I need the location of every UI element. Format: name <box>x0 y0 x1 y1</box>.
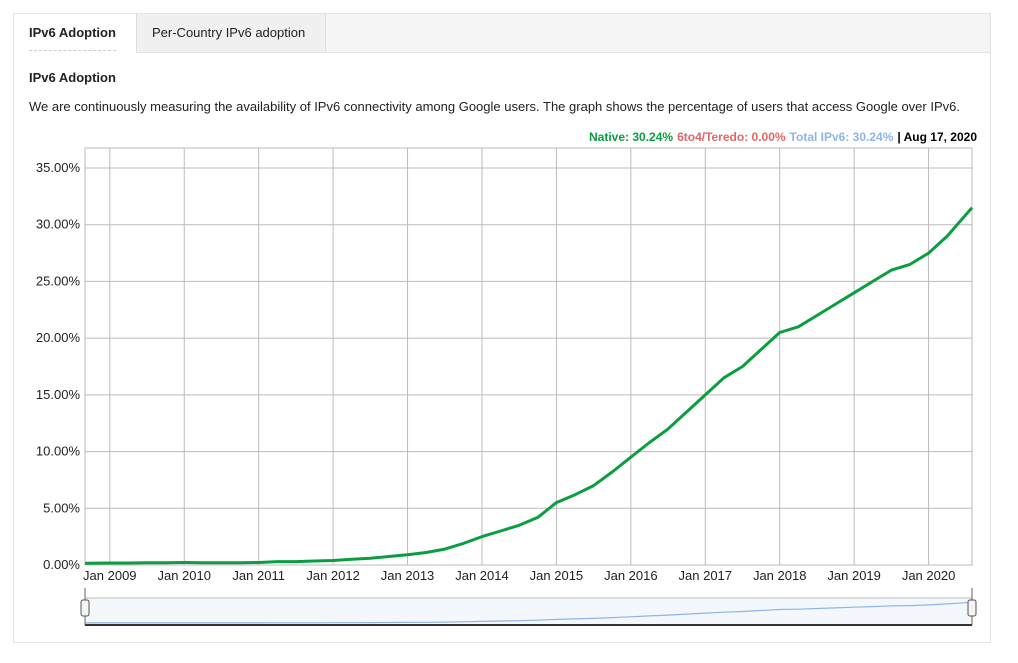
x-tick-label: Jan 2012 <box>306 568 360 583</box>
description: We are continuously measuring the availa… <box>29 99 960 114</box>
x-tick-label: Jan 2019 <box>827 568 881 583</box>
navigator-handle[interactable] <box>80 599 90 617</box>
x-tick-label: Jan 2010 <box>157 568 211 583</box>
y-tick-label: 10.00% <box>36 444 81 459</box>
legend-entry: | Aug 17, 2020 <box>897 130 977 144</box>
y-tick-label: 25.00% <box>36 273 81 288</box>
x-tick-label: Jan 2018 <box>753 568 807 583</box>
navigator-handle[interactable] <box>967 599 977 617</box>
legend: Native: 30.24% 6to4/Teredo: 0.00% Total IP… <box>585 130 977 144</box>
navigator-line <box>85 601 973 624</box>
x-tick-label: Jan 2016 <box>604 568 658 583</box>
x-tick-label: Jan 2013 <box>381 568 435 583</box>
panel: IPv6 Adoption Per-Country IPv6 adoption <box>13 13 991 643</box>
x-tick-label: Jan 2009 <box>83 568 137 583</box>
x-tick-label: Jan 2020 <box>902 568 956 583</box>
heading: IPv6 Adoption <box>29 70 116 85</box>
x-tick-label: Jan 2014 <box>455 568 509 583</box>
legend-entry: Native: 30.24% <box>589 130 674 144</box>
y-tick-label: 20.00% <box>36 330 81 345</box>
x-tick-label: Jan 2015 <box>530 568 584 583</box>
tab-label[interactable]: IPv6 Adoption <box>29 25 116 51</box>
tab[interactable]: IPv6 Adoption <box>14 14 136 53</box>
y-tick-label: 15.00% <box>36 387 81 402</box>
plot-area <box>84 147 973 566</box>
x-tick-label: Jan 2017 <box>679 568 733 583</box>
y-tick-label: 35.00% <box>36 160 81 175</box>
tab[interactable]: Per-Country IPv6 adoption <box>136 14 326 52</box>
tab-bar: IPv6 Adoption Per-Country IPv6 adoption <box>14 14 990 53</box>
y-tick-label: 0.00% <box>43 557 80 572</box>
legend-entry: Total IPv6: 30.24% <box>789 130 894 144</box>
y-tick-label: 30.00% <box>36 217 81 232</box>
x-tick-label: Jan 2011 <box>232 568 285 583</box>
series-line <box>84 206 974 565</box>
legend-entry: 6to4/Teredo: 0.00% <box>677 130 786 144</box>
y-tick-label: 5.00% <box>43 500 80 515</box>
